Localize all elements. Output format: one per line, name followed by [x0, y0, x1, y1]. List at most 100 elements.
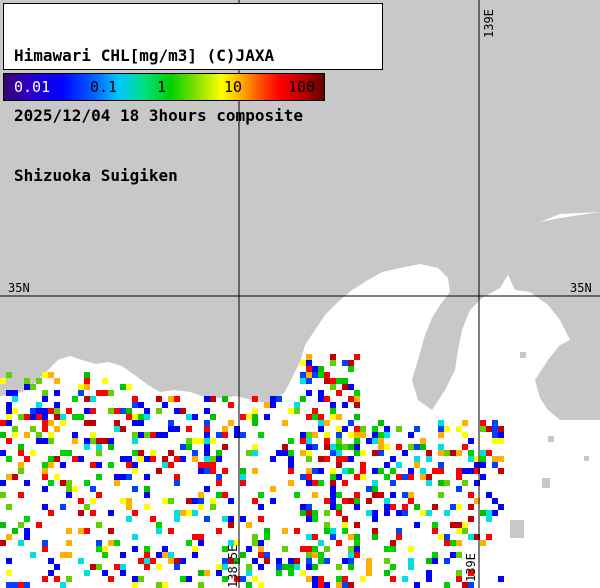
chl-pixel — [420, 444, 426, 450]
chl-pixel — [342, 558, 348, 564]
chl-pixel — [78, 528, 84, 534]
chl-pixel — [342, 360, 348, 366]
chl-pixel — [456, 426, 462, 432]
chl-pixel — [0, 540, 6, 546]
chl-pixel — [108, 462, 114, 468]
chl-pixel — [276, 564, 282, 570]
chl-pixel — [384, 462, 390, 468]
chl-pixel — [156, 582, 162, 588]
chl-pixel — [6, 372, 12, 378]
chl-pixel — [186, 426, 192, 432]
chl-pixel — [114, 474, 120, 480]
chl-pixel — [30, 450, 36, 456]
chl-pixel — [432, 528, 438, 534]
chl-pixel — [372, 528, 378, 534]
chl-pixel — [168, 396, 174, 402]
chl-pixel — [54, 576, 60, 582]
chl-pixel — [282, 528, 288, 534]
chl-pixel — [120, 570, 126, 576]
chl-pixel — [0, 432, 6, 438]
chl-pixel — [324, 522, 330, 528]
chl-pixel — [306, 456, 312, 462]
chl-pixel — [288, 456, 294, 462]
chl-pixel — [336, 576, 342, 582]
chl-pixel — [126, 504, 132, 510]
chl-pixel — [72, 396, 78, 402]
chl-pixel — [156, 528, 162, 534]
chl-pixel — [168, 528, 174, 534]
chl-pixel — [480, 450, 486, 456]
chl-pixel — [492, 438, 498, 444]
chl-pixel — [414, 462, 420, 468]
chl-pixel — [108, 510, 114, 516]
chl-pixel — [216, 528, 222, 534]
chl-pixel — [372, 492, 378, 498]
chl-pixel — [102, 438, 108, 444]
chl-pixel — [306, 480, 312, 486]
chl-pixel — [384, 432, 390, 438]
lat-label-left: 35N — [8, 281, 30, 295]
chl-pixel — [102, 378, 108, 384]
chl-pixel — [78, 558, 84, 564]
chl-pixel — [60, 414, 66, 420]
chl-pixel — [150, 516, 156, 522]
chl-pixel — [318, 396, 324, 402]
chl-pixel — [42, 468, 48, 474]
chl-pixel — [204, 420, 210, 426]
chl-pixel — [216, 480, 222, 486]
chl-pixel — [426, 456, 432, 462]
chl-pixel — [144, 492, 150, 498]
chl-pixel — [246, 450, 252, 456]
chl-pixel — [396, 474, 402, 480]
chl-pixel — [456, 486, 462, 492]
chl-pixel — [198, 468, 204, 474]
chl-pixel — [156, 408, 162, 414]
chl-pixel — [258, 546, 264, 552]
chl-pixel — [216, 564, 222, 570]
chl-pixel — [348, 552, 354, 558]
chl-pixel — [432, 504, 438, 510]
chl-pixel — [252, 396, 258, 402]
chl-pixel — [462, 420, 468, 426]
chl-pixel — [456, 450, 462, 456]
chl-pixel — [264, 534, 270, 540]
chl-pixel — [336, 492, 342, 498]
chl-pixel — [318, 540, 324, 546]
chl-pixel — [48, 480, 54, 486]
chl-pixel — [6, 582, 12, 588]
chl-pixel — [102, 546, 108, 552]
chl-pixel — [468, 504, 474, 510]
title-line: Himawari CHL[mg/m3] (C)JAXA — [14, 46, 275, 65]
chl-pixel — [246, 570, 252, 576]
chl-pixel — [42, 390, 48, 396]
chl-pixel — [306, 534, 312, 540]
chl-pixel — [300, 360, 306, 366]
chl-pixel — [306, 372, 312, 378]
chl-pixel — [468, 468, 474, 474]
chl-pixel — [360, 450, 366, 456]
chl-pixel — [90, 432, 96, 438]
chl-pixel — [108, 390, 114, 396]
chl-pixel — [90, 486, 96, 492]
chl-pixel — [282, 450, 288, 456]
chl-pixel — [144, 486, 150, 492]
chl-pixel — [498, 576, 504, 582]
chl-pixel — [402, 576, 408, 582]
chl-pixel — [342, 384, 348, 390]
chl-pixel — [234, 540, 240, 546]
chl-pixel — [324, 420, 330, 426]
chl-pixel — [378, 432, 384, 438]
chl-pixel — [168, 420, 174, 426]
chl-pixel — [60, 582, 66, 588]
chl-pixel — [306, 552, 312, 558]
chl-pixel — [132, 546, 138, 552]
chl-pixel — [336, 504, 342, 510]
chl-pixel — [444, 582, 450, 588]
chl-pixel — [54, 426, 60, 432]
chl-pixel — [24, 432, 30, 438]
chl-pixel — [456, 504, 462, 510]
chl-pixel — [126, 384, 132, 390]
chl-pixel — [186, 414, 192, 420]
chl-pixel — [354, 534, 360, 540]
